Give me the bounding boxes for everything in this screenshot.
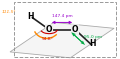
Text: O: O [72,25,78,34]
Text: O: O [46,25,52,34]
Text: H: H [27,12,34,21]
Text: H: H [90,39,96,48]
Text: 111.5°: 111.5° [2,10,16,14]
Text: 147.4 pm: 147.4 pm [52,14,72,18]
Polygon shape [10,22,114,58]
Text: 95.0 pm: 95.0 pm [84,35,102,39]
Text: 94.8°: 94.8° [42,37,54,41]
